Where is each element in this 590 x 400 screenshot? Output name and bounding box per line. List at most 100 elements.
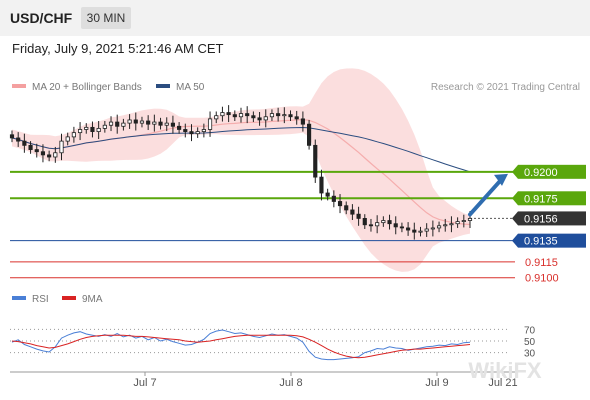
candle: [59, 133, 64, 161]
forecast-arrow-head: [494, 173, 508, 186]
candle: [350, 204, 355, 220]
rsi-ma-legend-label: 9MA: [82, 294, 103, 305]
candle: [195, 127, 200, 138]
candle: [455, 217, 460, 228]
candle-body: [238, 113, 244, 118]
candle-body: [307, 123, 312, 146]
candle-body: [40, 151, 46, 156]
candle-body: [90, 126, 95, 132]
level-tag-pointer: [512, 211, 518, 226]
x-tick-label: Jul 9: [425, 377, 448, 389]
timeframe-button[interactable]: 30 MIN: [81, 7, 131, 29]
candle-body: [319, 176, 324, 194]
candle-body: [158, 121, 163, 126]
candle-body: [257, 117, 262, 121]
candle: [84, 123, 89, 134]
candle: [226, 105, 231, 123]
candle: [294, 110, 299, 125]
candle: [201, 123, 206, 138]
candle-body: [232, 114, 237, 118]
bollinger-envelope: [12, 68, 470, 272]
candle: [325, 188, 330, 201]
candle-body: [443, 224, 448, 227]
candle-body: [146, 120, 151, 125]
rsi-ma-legend-swatch: [62, 296, 76, 300]
candle: [282, 107, 287, 124]
legend-ma50-swatch: [156, 84, 170, 88]
candle-body: [331, 195, 336, 202]
ma50-path: [11, 126, 471, 173]
candle-body: [424, 228, 429, 232]
candle: [53, 146, 58, 163]
candle-body: [381, 220, 386, 224]
candle: [183, 123, 188, 138]
candle-body: [300, 118, 305, 125]
level-tag: [518, 233, 586, 248]
rsi-line: [11, 329, 471, 361]
forecast-arrow: [468, 173, 508, 217]
candle-body: [195, 131, 200, 135]
candle-body: [170, 122, 175, 127]
candle-body: [393, 223, 398, 228]
candle: [71, 126, 76, 143]
level-label: 0.9156: [524, 213, 558, 225]
candle-body: [288, 114, 293, 118]
x-tick-label: Jul 8: [279, 377, 302, 389]
candle-body: [430, 227, 435, 230]
level-tag: [518, 191, 586, 206]
symbol-label: USD/CHF: [10, 10, 73, 26]
candle: [276, 107, 281, 122]
candle-body: [251, 115, 256, 119]
level-tag: [518, 164, 586, 179]
candle: [189, 124, 194, 142]
candle: [436, 221, 442, 233]
level-label: 0.9100: [525, 273, 559, 285]
candle-body: [455, 221, 460, 225]
candle: [47, 150, 52, 162]
legend-bollinger-swatch: [12, 84, 26, 88]
candle: [152, 114, 157, 132]
candle-body: [71, 132, 76, 138]
candle: [90, 121, 95, 138]
candle: [108, 116, 114, 132]
candle-body: [375, 222, 380, 227]
candle-body: [461, 220, 466, 222]
candle-body: [325, 192, 330, 197]
candle-body: [350, 209, 355, 215]
candle: [220, 106, 225, 122]
candle: [232, 110, 237, 121]
candle-body: [245, 113, 250, 117]
rsi-legend-swatch: [12, 296, 26, 300]
level-tag-pointer: [512, 233, 518, 248]
candle: [461, 214, 466, 228]
candle-body: [121, 122, 126, 127]
candle: [34, 143, 39, 158]
candle-body: [115, 121, 120, 127]
candle: [96, 121, 101, 139]
ma50-line: [11, 126, 471, 173]
candle: [164, 117, 169, 132]
candle: [121, 118, 126, 131]
candle-body: [9, 134, 15, 139]
candle: [102, 121, 107, 133]
candle: [170, 115, 175, 134]
rsi-legend-label: RSI: [32, 294, 49, 305]
candle: [399, 222, 404, 233]
candle: [381, 216, 386, 227]
chart-header: USD/CHF 30 MIN: [0, 0, 590, 36]
level-label: 0.9115: [525, 257, 558, 269]
candle: [207, 111, 213, 137]
candle: [387, 214, 392, 230]
candle: [430, 220, 435, 237]
candle-body: [53, 152, 58, 158]
candle: [418, 226, 423, 237]
candle: [344, 201, 349, 215]
candle: [356, 206, 361, 226]
candle-body: [96, 128, 101, 132]
rsi-ma-line: [11, 334, 471, 359]
legend-bollinger-label: MA 20 + Bollinger Bands: [32, 82, 142, 93]
candle: [307, 119, 312, 150]
candle-body: [177, 125, 182, 130]
